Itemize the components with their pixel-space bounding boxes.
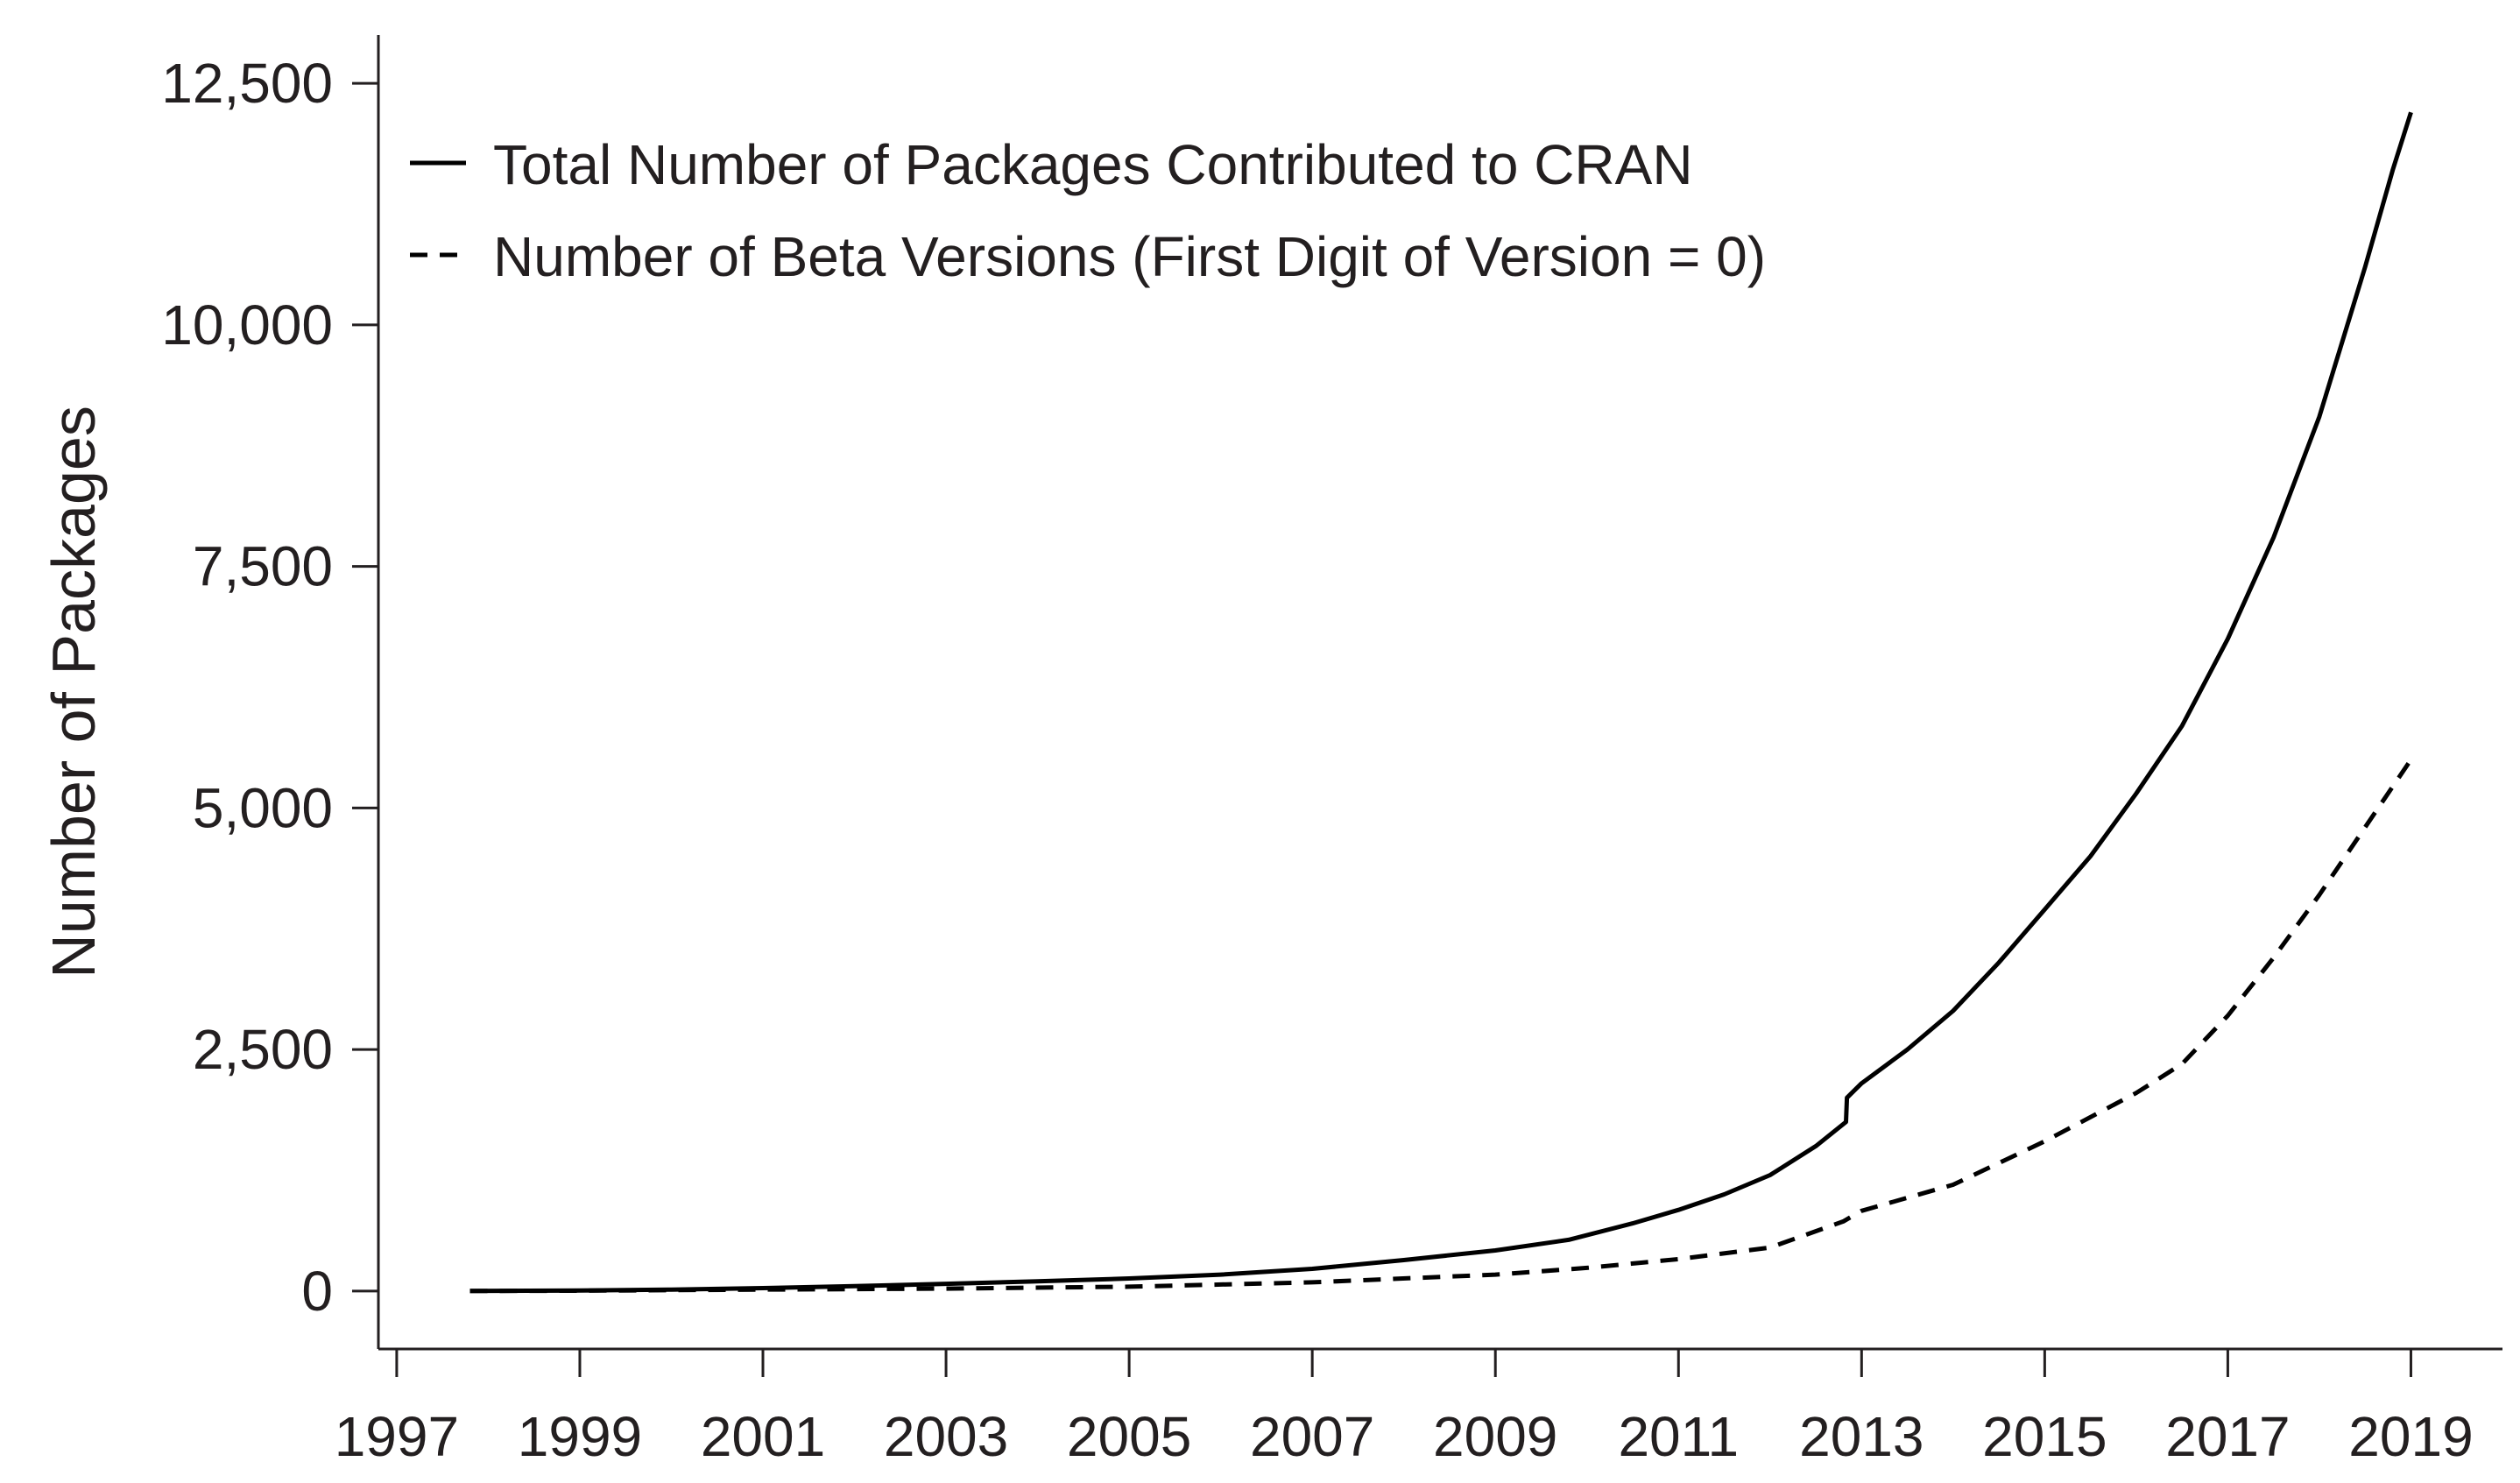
legend-label: Total Number of Packages Contributed to … <box>493 133 1693 196</box>
data-series <box>469 111 2413 1294</box>
y-tick-label: 12,500 <box>161 52 333 115</box>
y-tick-label: 0 <box>301 1260 333 1323</box>
series-line-total-packages <box>469 111 2413 1294</box>
x-tick-label: 2003 <box>884 1405 1008 1468</box>
tick-marks <box>352 81 2412 1377</box>
y-tick-label: 10,000 <box>161 293 333 357</box>
x-tick-label: 2011 <box>1618 1405 1739 1468</box>
y-tick-label: 7,500 <box>193 535 333 598</box>
x-tick-label: 1997 <box>335 1405 459 1468</box>
x-tick-label: 2019 <box>2348 1405 2473 1468</box>
tick-labels: 0 2,500 5,000 7,500 10,000 12,500 1997 1999 2001… <box>161 52 2473 1468</box>
x-tick-label: 2001 <box>701 1405 825 1468</box>
y-tick-label: 2,500 <box>193 1018 333 1081</box>
legend: Total Number of Packages Contributed to … <box>410 133 1766 288</box>
axes <box>377 35 2502 1351</box>
x-tick-label: 2015 <box>1982 1405 2107 1468</box>
y-tick-label: 5,000 <box>193 776 333 839</box>
x-tick-label: 2013 <box>1799 1405 1924 1468</box>
x-tick-label: 2017 <box>2165 1405 2290 1468</box>
x-tick-label: 2005 <box>1067 1405 1191 1468</box>
legend-label: Number of Beta Versions (First Digit of … <box>493 225 1766 288</box>
series-line-beta-versions <box>469 758 2413 1294</box>
x-tick-label: 2009 <box>1433 1405 1557 1468</box>
y-axis-title: Number of Packages <box>39 406 108 978</box>
x-tick-label: 1999 <box>518 1405 642 1468</box>
x-tick-label: 2007 <box>1250 1405 1374 1468</box>
